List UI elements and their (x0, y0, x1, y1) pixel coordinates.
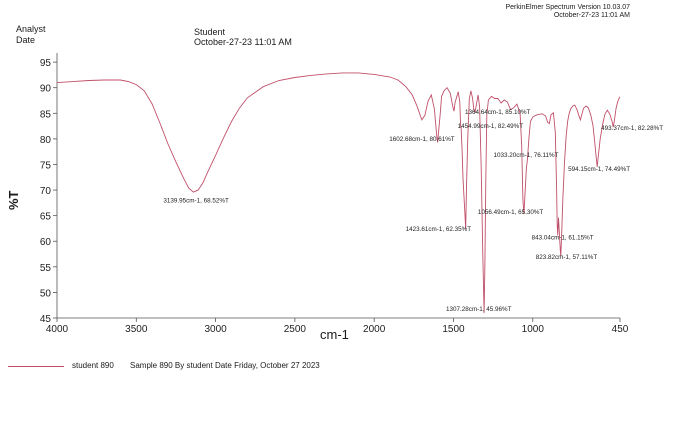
legend-description: Sample 890 By student Date Friday, Octob… (130, 361, 320, 370)
y-tick-label: 90 (40, 84, 52, 95)
legend-series-name: student 890 (72, 361, 114, 370)
y-tick-label: 50 (40, 288, 52, 299)
x-tick-label: 4000 (46, 324, 69, 335)
x-tick-label: 450 (612, 324, 629, 335)
report-datetime: October-27-23 11:01 AM (194, 37, 292, 47)
y-tick-label: 60 (40, 237, 52, 248)
y-tick-label: 65 (40, 212, 52, 223)
software-datetime: October-27-23 11:01 AM (553, 12, 630, 19)
software-version: PerkinElmer Spectrum Version 10.03.07 (505, 4, 630, 11)
y-tick-label: 95 (40, 58, 52, 69)
chart-series (56, 72, 621, 314)
peak-label: 823.82cm-1, 57.11%T (536, 254, 598, 261)
x-axis-label: cm-1 (320, 327, 349, 342)
peak-label: 1307.28cm-1, 45.96%T (446, 306, 512, 313)
y-tick-label: 45 (40, 314, 52, 325)
peak-label: 843.04cm-1, 61.15%T (532, 234, 594, 241)
date-label: Date (16, 35, 36, 45)
x-tick-label: 2000 (363, 324, 386, 335)
y-tick-label: 75 (40, 160, 52, 171)
chart-peak-labels: 3139.95cm-1, 68.52%T 1364.64cm-1, 85.10%T… (163, 109, 663, 313)
x-tick-label: 3000 (204, 324, 227, 335)
analyst-label: Analyst (16, 24, 46, 34)
spectrum-line (56, 72, 621, 314)
legend-swatch (8, 366, 64, 367)
y-tick-label: 55 (40, 263, 52, 274)
peak-label: 1364.64cm-1, 85.10%T (465, 109, 531, 116)
x-tick-label: 1000 (522, 324, 545, 335)
x-tick-label: 3500 (125, 324, 148, 335)
peak-label: 1423.61cm-1, 62.35%T (406, 226, 472, 233)
student-name: Student (194, 27, 226, 37)
peak-label: 594.15cm-1, 74.49%T (568, 166, 630, 173)
peak-label: 3139.95cm-1, 68.52%T (163, 198, 229, 205)
peak-label: 1033.20cm-1, 76.11%T (494, 152, 559, 159)
peak-label: 493.37cm-1, 82.28%T (601, 125, 663, 132)
peak-label: 1056.49cm-1, 65.30%T (478, 209, 544, 216)
y-tick-label: 70 (40, 186, 52, 197)
x-tick-label: 1500 (442, 324, 465, 335)
y-tick-label: 85 (40, 109, 52, 120)
x-tick-label: 2500 (284, 324, 307, 335)
chart-axes (56, 53, 620, 319)
peak-label: 1602.68cm-1, 80.61%T (389, 136, 455, 143)
y-tick-label: 80 (40, 135, 52, 146)
peak-label: 1454.99cm-1, 82.49%T (458, 123, 524, 130)
